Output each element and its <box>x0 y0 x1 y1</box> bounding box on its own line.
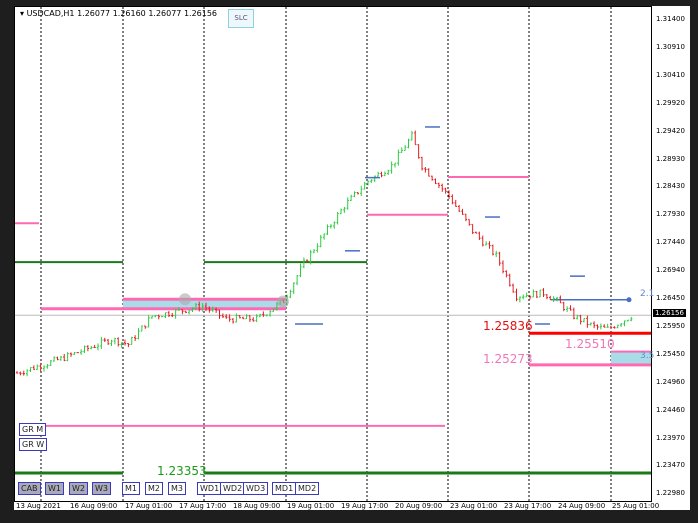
price-tick: 1.25450 <box>656 349 685 358</box>
level-label-red: 1.25836 <box>483 319 533 333</box>
price-tick: 1.24460 <box>656 405 685 414</box>
button-wd1[interactable]: WD1 <box>197 482 223 495</box>
price-chart <box>15 7 651 501</box>
price-tick: 1.29920 <box>656 98 685 107</box>
price-tick: 1.29420 <box>656 126 685 135</box>
gr-w-button[interactable]: GR W <box>19 438 48 451</box>
zone-rect <box>611 351 651 364</box>
time-tick: 23 Aug 01:00 <box>450 502 498 510</box>
button-m3[interactable]: M3 <box>168 482 186 495</box>
time-tick: 19 Aug 17:00 <box>341 502 389 510</box>
symbol-info: ▾ USDCAD,H1 1.26077 1.26160 1.26077 1.26… <box>20 9 217 18</box>
time-tick: 25 Aug 01:00 <box>612 502 660 510</box>
price-tick: 1.30410 <box>656 70 685 79</box>
current-price-tag: 1.26156 <box>653 309 686 317</box>
price-tick: 1.28930 <box>656 154 685 163</box>
anchor-circle <box>277 295 289 308</box>
price-tick: 1.22980 <box>656 489 685 498</box>
time-tick: 23 Aug 17:00 <box>504 502 552 510</box>
price-tick: 1.24960 <box>656 377 685 386</box>
button-wd2[interactable]: WD2 <box>220 482 246 495</box>
button-md1[interactable]: MD1 <box>272 482 297 495</box>
price-tick: 1.26940 <box>656 266 685 275</box>
price-tick: 1.30910 <box>656 42 685 51</box>
button-w3[interactable]: W3 <box>92 482 111 495</box>
button-m1[interactable]: M1 <box>122 482 140 495</box>
button-wd3[interactable]: WD3 <box>243 482 269 495</box>
price-tick: 1.23970 <box>656 433 685 442</box>
price-tick: 1.31400 <box>656 15 685 23</box>
price-tick: 1.23470 <box>656 461 685 470</box>
dropdown-icon[interactable]: ▾ <box>20 9 25 18</box>
button-m2[interactable]: M2 <box>145 482 163 495</box>
time-tick: 17 Aug 17:00 <box>179 502 227 510</box>
button-w1[interactable]: W1 <box>45 482 64 495</box>
button-cab[interactable]: CAB <box>18 482 41 495</box>
time-tick: 19 Aug 01:00 <box>287 502 335 510</box>
price-tick: 1.27440 <box>656 238 685 247</box>
anchor-circle <box>179 293 191 306</box>
button-w2[interactable]: W2 <box>69 482 88 495</box>
level-label-pink-mid: 1.25510 <box>565 337 615 351</box>
level-label-pink-low: 1.25273 <box>483 352 533 366</box>
gr-m-button[interactable]: GR M <box>19 423 47 436</box>
button-md2[interactable]: MD2 <box>295 482 320 495</box>
price-tick: 1.27930 <box>656 210 685 219</box>
level-label-green: 1.23353 <box>157 464 207 478</box>
time-tick: 13 Aug 2021 <box>16 502 61 510</box>
slc-button[interactable]: SLC <box>228 9 254 28</box>
time-tick: 16 Aug 09:00 <box>70 502 118 510</box>
level-dot <box>626 297 632 303</box>
symbol-quote: USDCAD,H1 1.26077 1.26160 1.26077 1.2615… <box>26 9 218 18</box>
price-tick: 1.25950 <box>656 321 685 330</box>
chart-plot[interactable] <box>14 6 652 502</box>
zone-rect <box>123 299 286 309</box>
time-tick: 18 Aug 09:00 <box>233 502 281 510</box>
price-tick: 1.28430 <box>656 182 685 191</box>
time-tick: 24 Aug 09:00 <box>558 502 606 510</box>
time-tick: 20 Aug 09:00 <box>395 502 443 510</box>
ratio-label-b: 3.5 <box>640 351 655 361</box>
price-tick: 1.26450 <box>656 294 685 302</box>
time-tick: 17 Aug 01:00 <box>125 502 173 510</box>
ratio-label-a: 2.1 <box>640 289 655 299</box>
